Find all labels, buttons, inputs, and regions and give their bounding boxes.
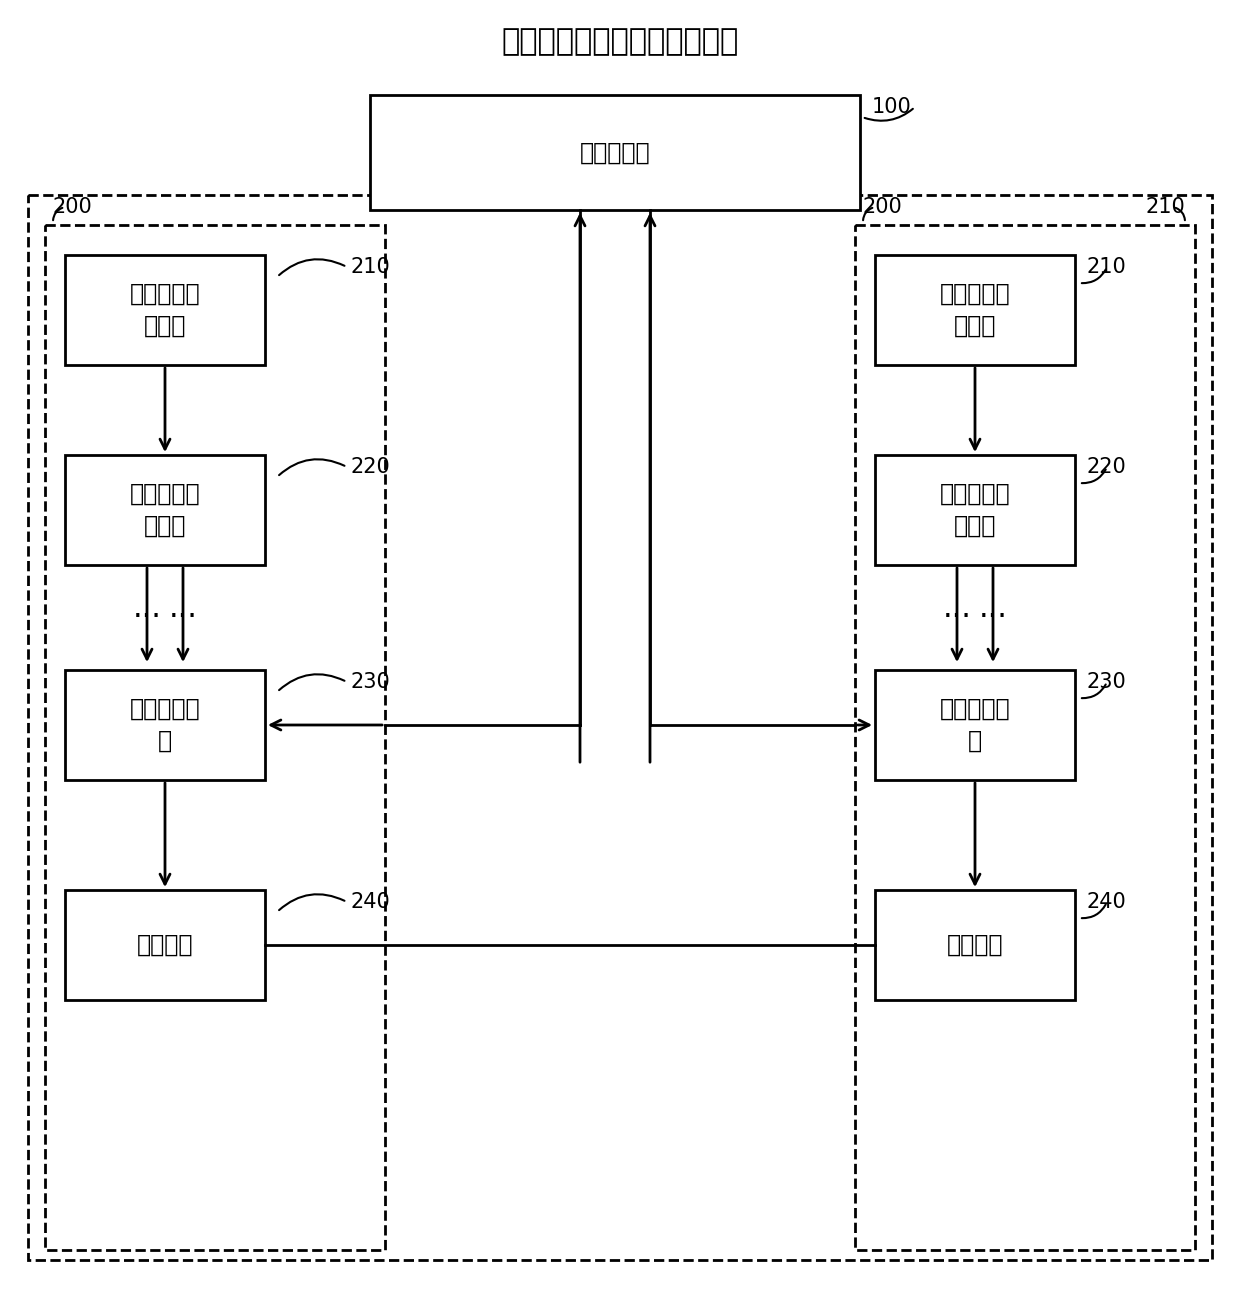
- FancyBboxPatch shape: [64, 455, 265, 565]
- Text: 输出模块: 输出模块: [947, 933, 1003, 957]
- Text: 第一电压补
偿模块: 第一电压补 偿模块: [130, 482, 201, 538]
- Text: 第一电压产
生模块: 第一电压产 生模块: [940, 283, 1011, 337]
- FancyBboxPatch shape: [64, 256, 265, 364]
- Text: ···: ···: [169, 603, 197, 632]
- Text: ···: ···: [978, 603, 1007, 632]
- Text: 多路选择模
块: 多路选择模 块: [130, 698, 201, 752]
- FancyBboxPatch shape: [856, 224, 1195, 1250]
- FancyBboxPatch shape: [875, 256, 1075, 364]
- Text: 230: 230: [1087, 672, 1127, 693]
- Text: 200: 200: [863, 197, 903, 217]
- FancyBboxPatch shape: [45, 224, 384, 1250]
- Text: 第一电压补
偿模块: 第一电压补 偿模块: [940, 482, 1011, 538]
- Text: 220: 220: [1087, 457, 1127, 477]
- Text: 230: 230: [350, 672, 389, 693]
- Text: 220: 220: [350, 457, 389, 477]
- Text: 多路选择模
块: 多路选择模 块: [940, 698, 1011, 752]
- Text: 240: 240: [350, 892, 389, 912]
- Text: 210: 210: [1087, 257, 1127, 278]
- FancyBboxPatch shape: [875, 455, 1075, 565]
- Text: 210: 210: [1146, 197, 1185, 217]
- Text: 第一电压产
生模块: 第一电压产 生模块: [130, 283, 201, 337]
- FancyBboxPatch shape: [370, 95, 861, 210]
- Text: 时序控制器: 时序控制器: [579, 140, 650, 165]
- FancyBboxPatch shape: [64, 671, 265, 779]
- Text: ···: ···: [133, 603, 161, 632]
- Text: 210: 210: [350, 257, 389, 278]
- Text: 100: 100: [872, 97, 911, 117]
- FancyBboxPatch shape: [875, 890, 1075, 1000]
- Text: ···: ···: [942, 603, 971, 632]
- Text: 输出模块: 输出模块: [136, 933, 193, 957]
- FancyBboxPatch shape: [875, 671, 1075, 779]
- FancyBboxPatch shape: [64, 890, 265, 1000]
- Text: 显示面板的伽马电压校正电路: 显示面板的伽马电压校正电路: [501, 27, 739, 57]
- Text: 200: 200: [53, 197, 93, 217]
- Text: 240: 240: [1087, 892, 1127, 912]
- FancyBboxPatch shape: [29, 195, 1211, 1259]
